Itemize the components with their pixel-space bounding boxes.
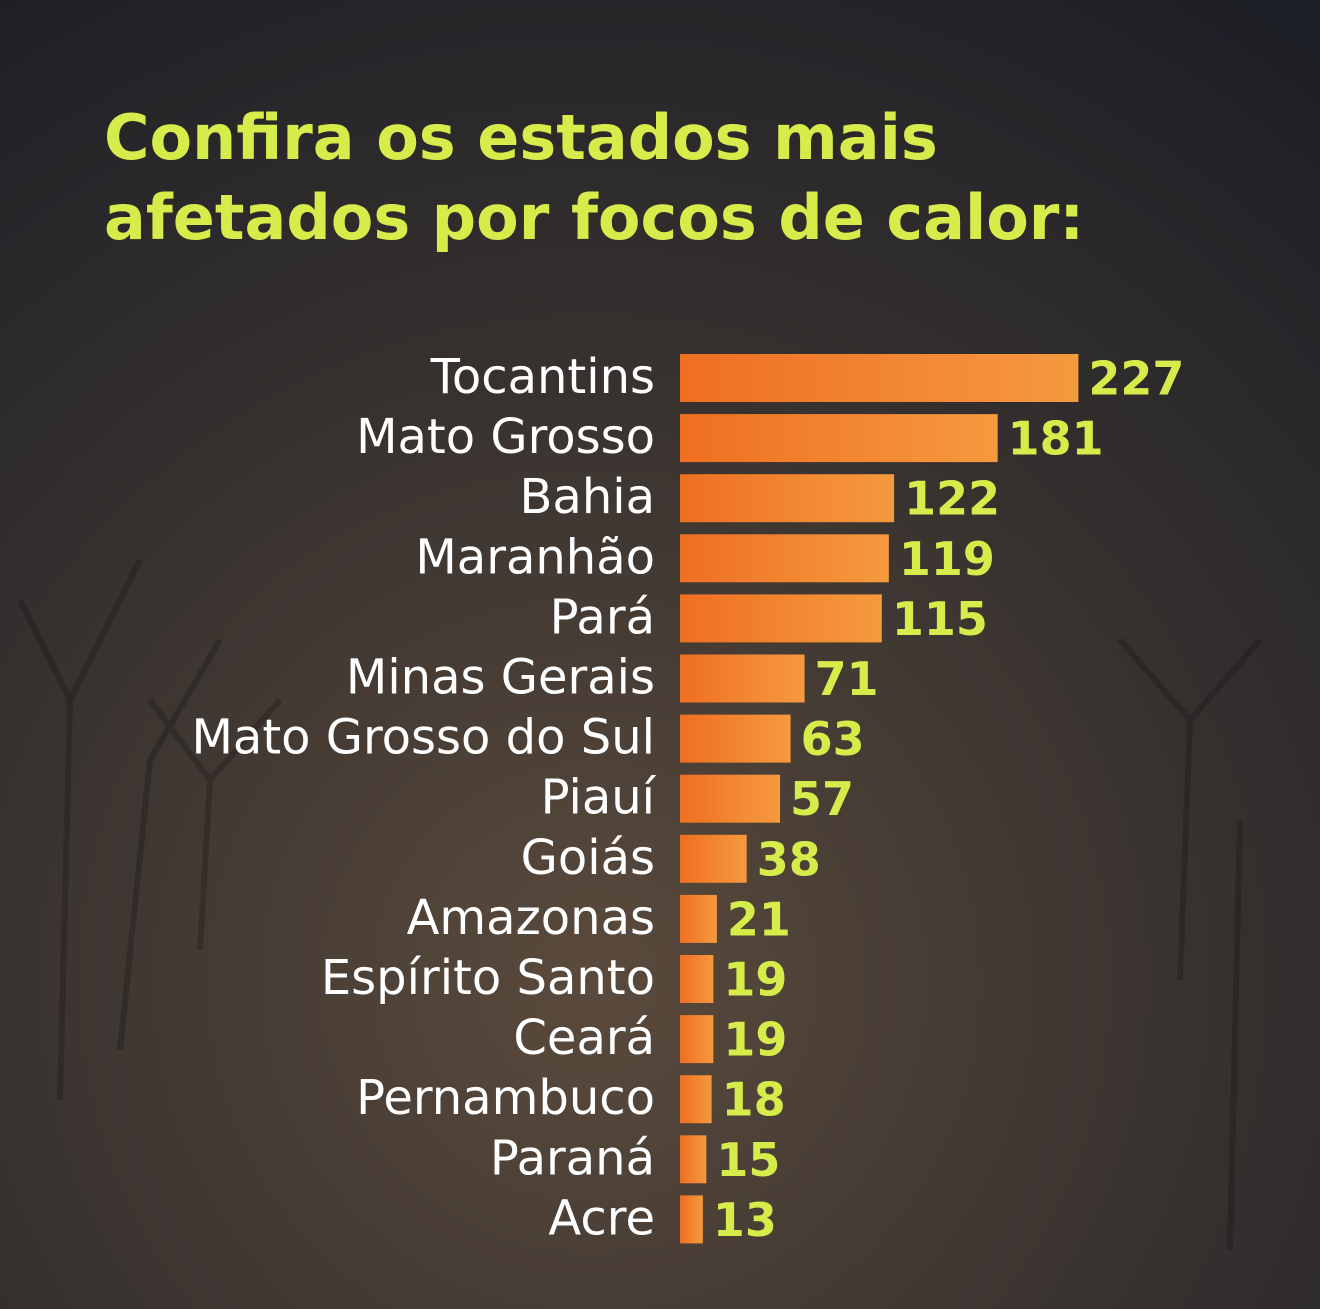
bar bbox=[680, 594, 882, 643]
bar bbox=[680, 1075, 712, 1124]
category-label: Paraná bbox=[490, 1130, 655, 1186]
category-label: Maranhão bbox=[415, 529, 655, 585]
category-label: Tocantins bbox=[430, 349, 655, 405]
category-label: Goiás bbox=[521, 830, 655, 886]
value-label: 119 bbox=[899, 532, 995, 586]
value-label: 181 bbox=[1008, 412, 1104, 466]
bar bbox=[680, 474, 895, 523]
value-label: 18 bbox=[722, 1073, 786, 1127]
bar bbox=[680, 1135, 707, 1184]
bar bbox=[680, 714, 791, 763]
value-label: 15 bbox=[716, 1133, 780, 1187]
value-label: 38 bbox=[757, 832, 821, 886]
value-label: 122 bbox=[904, 472, 1000, 526]
value-label: 63 bbox=[801, 712, 865, 766]
bar bbox=[680, 354, 1079, 402]
bar bbox=[680, 534, 889, 583]
category-label: Bahia bbox=[519, 469, 655, 525]
value-label: 71 bbox=[815, 652, 879, 706]
value-label: 21 bbox=[727, 892, 791, 946]
category-label: Amazonas bbox=[407, 890, 655, 946]
category-label: Pará bbox=[550, 589, 655, 645]
category-label: Mato Grosso do Sul bbox=[192, 710, 655, 766]
value-label: 227 bbox=[1088, 352, 1184, 406]
value-label: 19 bbox=[723, 953, 787, 1007]
bar bbox=[680, 1195, 703, 1244]
category-label: Ceará bbox=[513, 1010, 655, 1066]
category-label: Minas Gerais bbox=[346, 650, 655, 706]
bar bbox=[680, 894, 717, 943]
bar bbox=[680, 774, 781, 823]
bar bbox=[680, 414, 998, 463]
value-label: 13 bbox=[713, 1193, 777, 1247]
category-label: Mato Grosso bbox=[356, 409, 655, 465]
chart-title: afetados por focos de calor: bbox=[104, 181, 1084, 254]
category-label: Espírito Santo bbox=[321, 950, 655, 1006]
value-label: 19 bbox=[723, 1013, 787, 1067]
bar bbox=[680, 955, 714, 1003]
bar bbox=[680, 1015, 714, 1064]
value-label: 115 bbox=[892, 592, 988, 646]
bar bbox=[680, 654, 805, 703]
chart-title: Confira os estados mais bbox=[104, 101, 938, 174]
bar bbox=[680, 834, 747, 883]
category-label: Piauí bbox=[541, 770, 657, 826]
category-label: Acre bbox=[548, 1190, 655, 1246]
tree-silhouettes bbox=[17, 558, 1263, 1251]
category-label: Pernambuco bbox=[356, 1070, 655, 1126]
value-label: 57 bbox=[790, 772, 854, 826]
